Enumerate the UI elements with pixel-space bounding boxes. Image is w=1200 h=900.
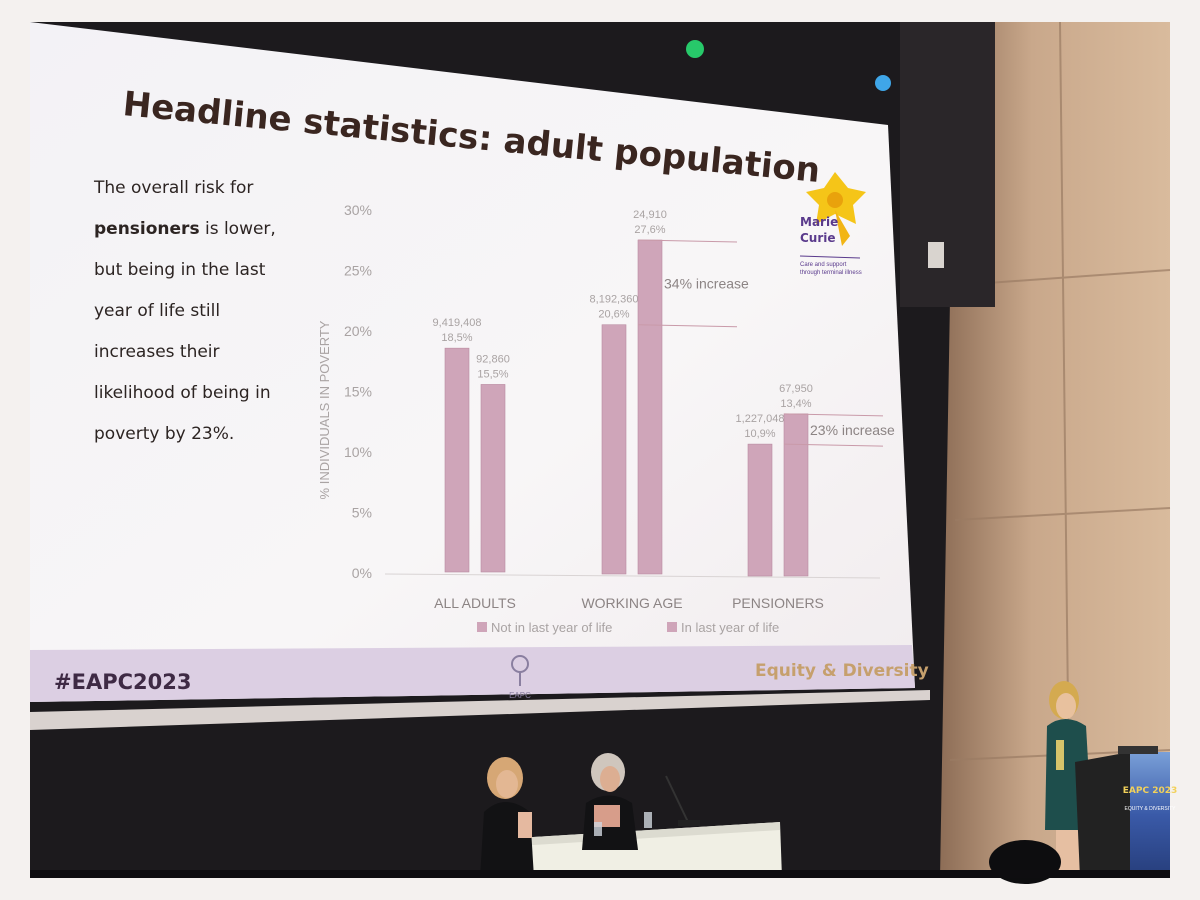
y-axis-label: % INDIVIDUALS IN POVERTY	[317, 320, 332, 499]
bar-count-label: 8,192,360	[590, 294, 639, 306]
y-tick-label: 5%	[352, 505, 372, 521]
increase-annotation: 23% increase	[810, 422, 895, 438]
increase-annotation: 34% increase	[664, 275, 749, 291]
y-tick-label: 30%	[344, 202, 372, 218]
eapc-footer-logo: EAPC	[509, 691, 531, 700]
daffodil-icon	[806, 172, 866, 246]
bar	[637, 239, 663, 575]
annotation-line	[783, 413, 884, 417]
annotation-line	[637, 239, 738, 243]
legend-label: Not in last year of life	[491, 620, 612, 635]
hashtag: #EAPC2023	[54, 670, 191, 694]
bar	[783, 413, 809, 577]
legend-swatch	[667, 622, 677, 632]
logo-tagline1: Care and support	[800, 262, 847, 268]
slide-footer	[30, 645, 915, 702]
bar	[480, 384, 506, 573]
slide-body-text: The overall risk for pensioners is lower,…	[93, 178, 276, 444]
logo-line1: Marie	[800, 215, 838, 229]
y-tick-label: 0%	[352, 565, 372, 581]
bar-pct-label: 27,6%	[634, 224, 665, 236]
stage-truss	[900, 22, 995, 307]
poverty-bar-chart: 0% 5% 10% 15% 20% 25% 30% % INDIVIDUALS IN POVE…	[317, 202, 895, 635]
footer-theme: Equity & Diversity	[755, 661, 929, 681]
legend-label: In last year of life	[681, 620, 779, 635]
bar-pct-label: 15,5%	[477, 368, 508, 380]
category-label: WORKING AGE	[581, 595, 682, 611]
marie-curie-logo: Marie Curie Care and support through ter…	[799, 172, 866, 276]
banner-line1: EAPC 2023	[1123, 786, 1178, 796]
body-line: increases their	[94, 342, 220, 362]
panelist-right	[582, 753, 638, 850]
bar	[747, 443, 773, 577]
wall-panels	[940, 22, 1170, 878]
category-label: PENSIONERS	[732, 595, 824, 611]
y-tick-label: 25%	[344, 263, 372, 279]
bar	[601, 324, 627, 575]
body-line: The overall risk for	[93, 178, 253, 198]
logo-line2: Curie	[800, 231, 836, 245]
event-banner	[1130, 752, 1170, 878]
lectern	[1075, 752, 1130, 878]
bar-count-label: 9,419,408	[433, 317, 482, 329]
bar-count-label: 92,860	[476, 353, 510, 365]
body-line: likelihood of being in	[94, 383, 271, 403]
bar	[444, 347, 470, 573]
x-axis-line	[384, 573, 881, 579]
bar-count-label: 67,950	[779, 383, 813, 395]
annotation-line	[783, 443, 884, 447]
projection-screen	[30, 22, 915, 702]
bar-count-label: 1,227,048	[736, 413, 785, 425]
bar-count-label: 24,910	[633, 209, 667, 221]
eapc-figure-icon	[511, 655, 529, 686]
y-tick-label: 20%	[344, 323, 372, 339]
category-label: ALL ADULTS	[434, 595, 516, 611]
body-line: but being in the last	[94, 260, 266, 280]
body-line: poverty by 23%.	[94, 424, 234, 444]
blue-light-icon	[875, 75, 891, 91]
panelist-left	[480, 757, 534, 878]
y-tick-label: 15%	[344, 384, 372, 400]
bar-pct-label: 20,6%	[598, 309, 629, 321]
banner-line2: EQUITY & DIVERSITY	[1124, 806, 1176, 812]
body-line: pensioners is lower,	[94, 219, 276, 239]
body-line: year of life still	[94, 301, 220, 321]
logo-tagline2: through terminal illness	[800, 270, 862, 276]
annotation-line	[637, 324, 738, 328]
bar-pct-label: 18,5%	[441, 332, 472, 344]
bar-pct-label: 10,9%	[744, 428, 775, 440]
y-tick-label: 10%	[344, 444, 372, 460]
bar-pct-label: 13,4%	[780, 398, 811, 410]
legend-swatch	[477, 622, 487, 632]
green-light-icon	[686, 40, 704, 58]
